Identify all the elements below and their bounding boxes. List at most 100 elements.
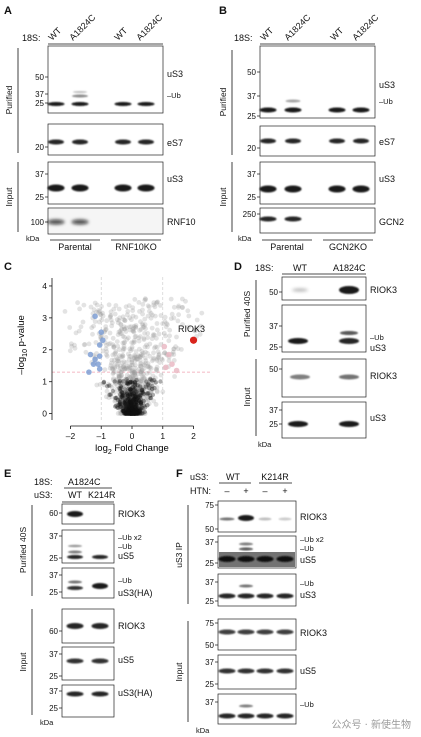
point-ns (133, 375, 139, 381)
point-ns (125, 410, 130, 415)
point-ns-core (129, 411, 134, 416)
point-ns (132, 409, 137, 415)
point-ns (145, 390, 151, 396)
point-ns-core (126, 411, 132, 416)
kda-label: kDa (258, 440, 272, 449)
marker-label: 25 (35, 99, 44, 108)
point-ns-core (130, 411, 135, 416)
point-ns (141, 361, 146, 367)
point-ns (128, 365, 134, 371)
point-ns (142, 380, 148, 386)
point-ns-core (128, 387, 133, 392)
band-us3-ub (68, 580, 82, 584)
point-ns-core (120, 391, 126, 396)
point-ns-core (129, 411, 135, 416)
point-ns (120, 384, 125, 390)
point-ns (129, 369, 135, 374)
x-axis-label: log2 Fold Change (95, 443, 169, 456)
point-ns (129, 411, 135, 416)
point-ns (138, 369, 144, 375)
point-ns-core (140, 387, 145, 393)
band-us3 (114, 102, 132, 106)
point-down (96, 342, 103, 348)
point-up (163, 364, 169, 371)
blot-d-us3-input (281, 401, 367, 439)
point-ns-core (101, 380, 106, 385)
point-ns (154, 389, 160, 395)
point-ns-core (132, 411, 137, 416)
point-ns (139, 407, 145, 413)
band-us5-input (66, 658, 84, 664)
point-ns (112, 364, 117, 370)
point-ns-core (133, 409, 138, 414)
point-ns (129, 374, 134, 380)
point-ns (127, 408, 133, 414)
point-ns-core (123, 401, 129, 406)
point-ns-core (124, 392, 129, 397)
point-ns (99, 304, 104, 309)
point-ns (131, 377, 137, 383)
band-gcn2 (259, 216, 277, 222)
point-ns (121, 396, 127, 401)
point-ns (116, 306, 122, 312)
blot-name: uS5 (118, 551, 134, 561)
point-ns-core (129, 405, 134, 410)
group-label: RNF10KO (115, 242, 157, 252)
point-ns (136, 338, 142, 344)
point-ns-core (121, 403, 126, 408)
point-ns-core (129, 409, 134, 415)
point-ns-core (129, 410, 134, 415)
point-ns-core (117, 401, 123, 407)
point-ns (199, 310, 205, 316)
point-ns-core (130, 407, 135, 412)
point-ns (127, 346, 133, 352)
point-ns (169, 311, 175, 317)
point-ns (134, 404, 140, 410)
point-ns (137, 409, 143, 415)
point-ns (123, 383, 129, 389)
point-ns (132, 398, 137, 404)
marker-label: 25 (205, 597, 214, 606)
blot-a-us3-input (47, 161, 164, 205)
point-ns (121, 344, 127, 349)
band-us5-input (276, 668, 294, 674)
point-ns (154, 300, 159, 306)
point-ns (147, 384, 153, 389)
point-ns (119, 379, 125, 385)
point-ns (134, 406, 140, 412)
point-ns (121, 406, 127, 412)
band-riok3-input (339, 374, 359, 380)
point-ns-core (131, 409, 136, 414)
point-ns-core (140, 390, 146, 396)
point-ns-core (148, 376, 153, 381)
point-ns-core (124, 409, 130, 414)
point-ns-core (136, 393, 141, 398)
band-us3-ub (340, 331, 358, 335)
lane-label-b: WT (328, 25, 345, 42)
point-ns-core (130, 402, 135, 407)
point-ns (180, 296, 185, 302)
point-ns-core (128, 387, 133, 392)
point-ns (132, 353, 138, 359)
x-tick-label: 0 (130, 431, 135, 441)
point-ns (192, 328, 198, 333)
point-ns (104, 318, 110, 324)
point-ns (99, 317, 105, 323)
point-ns (110, 367, 116, 372)
point-ns (145, 398, 151, 403)
point-ns (113, 349, 119, 354)
point-ns (124, 411, 130, 416)
point-ns-core (139, 388, 145, 393)
point-ns (130, 409, 136, 415)
point-ns (88, 304, 94, 310)
point-ns (132, 369, 137, 375)
marker-label: 37 (205, 538, 214, 547)
point-ns (126, 409, 132, 415)
band-us3 (137, 102, 155, 106)
point-ns-core (127, 411, 132, 416)
point-ns (110, 365, 116, 371)
point-ns-core (127, 411, 132, 416)
lane-label-b: A1824C (282, 12, 312, 42)
point-ns-core (138, 402, 143, 407)
point-ns (130, 313, 136, 319)
